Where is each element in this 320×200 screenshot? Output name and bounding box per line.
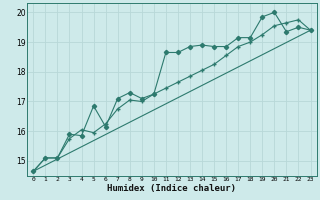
X-axis label: Humidex (Indice chaleur): Humidex (Indice chaleur) <box>108 184 236 193</box>
